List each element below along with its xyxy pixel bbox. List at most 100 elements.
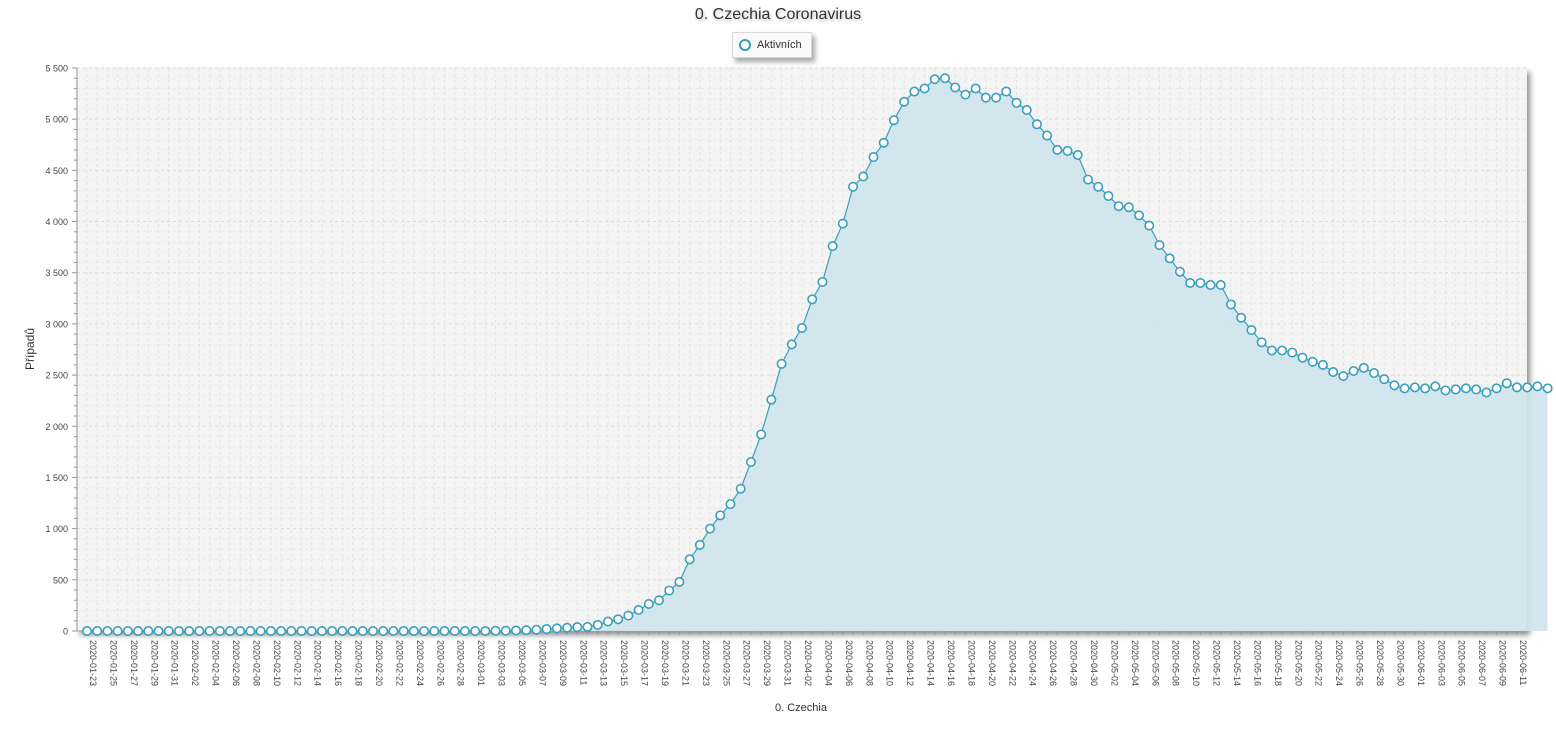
data-point	[214, 625, 225, 636]
data-point	[888, 115, 899, 126]
x-tick-label: 2020-03-15	[619, 640, 629, 686]
x-tick-label: 2020-05-20	[1293, 640, 1303, 686]
data-point	[265, 625, 276, 636]
data-point	[623, 610, 634, 621]
data-point	[991, 92, 1002, 103]
data-point	[1379, 374, 1390, 385]
x-tick-label: 2020-02-04	[211, 640, 221, 686]
x-tick-label: 2020-03-19	[660, 640, 670, 686]
data-point	[1297, 352, 1308, 363]
y-tick-label: 2 000	[45, 422, 68, 432]
data-point	[347, 625, 358, 636]
data-point	[899, 96, 910, 107]
data-point	[133, 625, 144, 636]
data-point	[1134, 210, 1145, 221]
data-point	[1083, 174, 1094, 185]
data-point	[194, 625, 205, 636]
data-point	[378, 625, 389, 636]
data-point	[653, 595, 664, 606]
y-tick-label: 4 000	[45, 217, 68, 227]
data-point	[408, 625, 419, 636]
data-point	[1389, 380, 1400, 391]
data-point	[786, 339, 797, 350]
x-tick-label: 2020-05-16	[1252, 640, 1262, 686]
y-tick-label: 1 000	[45, 524, 68, 534]
data-point	[725, 499, 736, 510]
x-tick-label: 2020-05-12	[1212, 640, 1222, 686]
data-point	[122, 625, 133, 636]
data-point	[1052, 144, 1063, 155]
x-tick-label: 2020-02-26	[435, 640, 445, 686]
y-tick-label: 0	[63, 627, 68, 637]
x-tick-label: 2020-02-22	[394, 640, 404, 686]
data-point	[357, 625, 368, 636]
data-point	[143, 625, 154, 636]
data-point	[225, 625, 236, 636]
y-tick-label: 3 000	[45, 319, 68, 329]
data-point	[909, 86, 920, 97]
data-point	[1277, 345, 1288, 356]
y-tick-labels: 0 500 1 000 1 500 2 000 2 500 3 000 3 500 4 000 4…	[45, 64, 68, 637]
data-point	[173, 625, 184, 636]
data-point	[633, 605, 644, 616]
x-tick-label: 2020-03-09	[558, 640, 568, 686]
legend-marker-icon	[739, 39, 751, 51]
data-point	[572, 622, 583, 633]
x-tick-label: 2020-04-12	[905, 640, 915, 686]
data-point	[1021, 104, 1032, 115]
data-point	[592, 619, 603, 630]
y-tick-label: 5 500	[45, 64, 68, 74]
data-point	[1236, 312, 1247, 323]
x-axis-label: 0. Czechia	[775, 702, 828, 714]
data-point	[163, 625, 174, 636]
y-axis-label: Případů	[23, 328, 37, 370]
data-point	[286, 625, 297, 636]
x-tick-label: 2020-04-08	[864, 640, 874, 686]
x-tick-label: 2020-05-04	[1130, 640, 1140, 686]
data-point	[541, 624, 552, 635]
data-point	[980, 92, 991, 103]
x-tick-label: 2020-01-31	[170, 640, 180, 686]
data-point	[490, 625, 501, 636]
data-point	[1430, 381, 1441, 392]
data-point	[337, 625, 348, 636]
x-tick-label: 2020-06-07	[1477, 640, 1487, 686]
data-point	[1460, 383, 1471, 394]
data-point	[531, 624, 542, 635]
data-point	[388, 625, 399, 636]
x-tick-label: 2020-04-22	[1007, 640, 1017, 686]
x-tick-label: 2020-03-11	[578, 640, 588, 685]
data-point	[500, 625, 511, 636]
x-tick-label: 2020-06-05	[1457, 640, 1467, 686]
x-tick-label: 2020-04-28	[1069, 640, 1079, 686]
data-point	[1532, 381, 1543, 392]
x-tick-label: 2020-03-13	[599, 640, 609, 686]
data-point	[848, 181, 859, 192]
data-point	[1501, 378, 1512, 389]
data-point	[1266, 345, 1277, 356]
data-point	[939, 73, 950, 84]
data-point	[664, 585, 675, 596]
x-tick-label: 2020-02-06	[231, 640, 241, 686]
x-tick-label: 2020-05-28	[1375, 640, 1385, 686]
data-point	[551, 623, 562, 634]
y-tick-label: 500	[53, 575, 68, 585]
x-tick-labels: 2020-01-23 2020-01-25 2020-01-27 2020-01-29…	[88, 640, 1528, 686]
data-point	[367, 625, 378, 636]
x-tick-label: 2020-04-24	[1028, 640, 1038, 686]
y-tick-label: 4 500	[45, 166, 68, 176]
x-tick-label: 2020-02-12	[292, 640, 302, 686]
data-point	[296, 625, 307, 636]
data-point	[766, 394, 777, 405]
data-point	[1450, 384, 1461, 395]
data-point	[796, 323, 807, 334]
x-tick-label: 2020-05-14	[1232, 640, 1242, 686]
x-tick-label: 2020-03-29	[762, 640, 772, 686]
x-tick-label: 2020-04-20	[987, 640, 997, 686]
x-tick-label: 2020-06-01	[1416, 640, 1426, 686]
data-point	[255, 625, 266, 636]
data-point	[868, 152, 879, 163]
data-point	[684, 554, 695, 565]
data-point	[745, 456, 756, 467]
